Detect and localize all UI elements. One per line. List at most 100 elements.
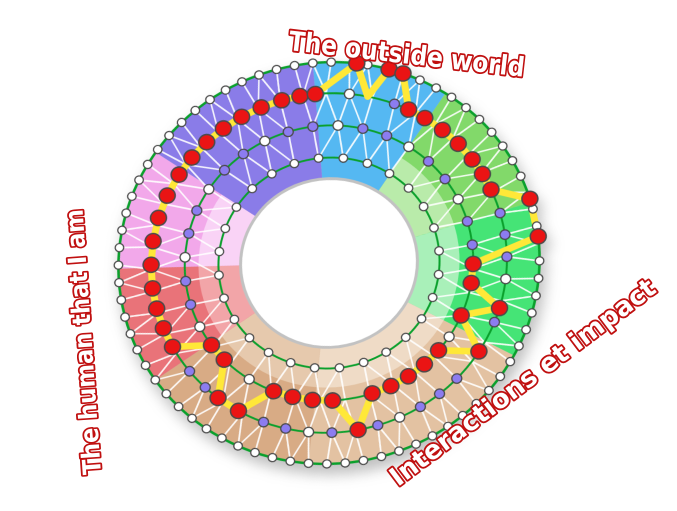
node [254,70,264,80]
node [214,270,224,280]
score-node [464,255,482,273]
score-node [158,187,176,204]
node [237,77,247,87]
wheel [113,54,547,469]
node [250,447,260,458]
score-node [215,351,233,368]
node [433,388,446,400]
node [259,135,271,147]
node [121,208,132,218]
node [303,458,314,469]
score-node [252,99,270,116]
score-node [452,307,470,324]
score-node [323,392,342,409]
node [452,193,464,205]
node [471,398,482,409]
score-node [214,120,233,137]
node [414,401,427,413]
node [494,207,506,219]
node [267,452,278,463]
score-node [144,232,162,250]
node [434,246,444,256]
node [340,458,351,468]
node [185,299,197,311]
score-node [154,319,173,337]
node [116,295,127,305]
node [486,127,497,137]
node [173,401,184,412]
score-node [264,382,283,400]
node [358,455,369,466]
label-human-that-i-am: The human that I am [60,208,107,475]
node [414,75,425,85]
node [231,202,242,212]
node [533,273,544,284]
node [534,256,545,266]
node [429,223,439,233]
node [194,321,206,333]
score-node [415,355,434,373]
score-node [209,389,227,407]
score-node [529,228,547,245]
node [499,229,511,241]
score-node [463,151,481,168]
node [114,242,125,253]
node [388,98,401,110]
node [219,293,229,303]
node [199,382,211,393]
score-node [149,209,168,227]
node [495,371,506,382]
score-node [449,135,467,153]
node [214,246,225,257]
node [326,427,338,439]
node [394,411,406,423]
node [266,169,277,179]
node [229,314,240,325]
node [132,345,143,355]
node [140,360,151,371]
node [501,251,513,263]
node [362,158,373,169]
score-node [183,149,201,166]
score-node [521,190,539,208]
node [152,144,163,155]
node [343,88,356,100]
node [257,416,270,428]
ring-C [183,124,475,402]
score-node [147,300,166,318]
node [117,225,127,235]
node [332,120,344,131]
node [220,85,231,95]
node [483,385,494,396]
score-node [470,343,488,360]
score-node [283,388,302,406]
node [338,153,349,163]
node [271,64,282,75]
node [427,292,438,303]
node [302,426,315,438]
node [243,373,255,385]
node [513,341,524,351]
score-node [349,421,367,439]
node [237,148,250,160]
node [376,451,387,462]
node [394,446,404,456]
score-node [399,367,418,385]
node [313,153,324,163]
score-node [490,299,509,317]
node [326,57,337,67]
node [289,158,300,169]
node [334,363,345,373]
node [190,105,201,116]
node [233,441,244,451]
node [531,291,541,301]
node [321,459,332,469]
node [443,331,455,343]
node [451,373,463,384]
node [203,183,215,195]
score-node [399,101,418,118]
node [126,191,137,202]
node [372,419,384,431]
node [505,356,516,367]
